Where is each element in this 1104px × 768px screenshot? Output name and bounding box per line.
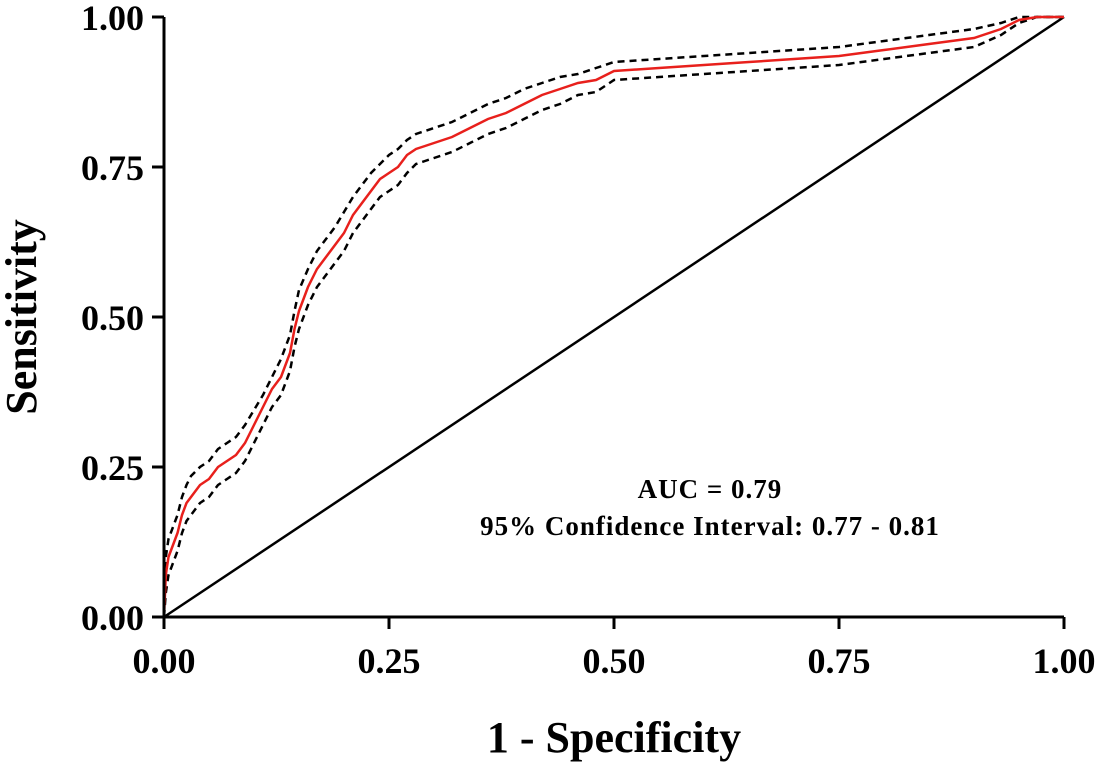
y-ticks: 0.00 0.25 0.50 0.75 1.00 xyxy=(81,0,164,638)
confidence-band-layer xyxy=(162,15,1064,618)
plot-area xyxy=(162,15,1065,619)
y-tick-label: 0.00 xyxy=(81,598,144,638)
x-tick-label: 0.25 xyxy=(358,641,421,681)
x-tick-label: 1.00 xyxy=(1033,641,1096,681)
y-axis-title: Sensitivity xyxy=(0,219,46,415)
x-ticks: 0.00 0.25 0.50 0.75 1.00 xyxy=(133,617,1096,681)
roc-curve-line xyxy=(162,15,1064,618)
axes: 0.00 0.25 0.50 0.75 1.00 0.00 0.25 0.50 0.75 1.0… xyxy=(81,0,1096,681)
y-tick-label: 1.00 xyxy=(81,0,144,38)
reference-diagonal-line xyxy=(163,15,1065,619)
x-axis-title: 1 - Specificity xyxy=(487,713,741,762)
x-tick-label: 0.50 xyxy=(583,641,646,681)
ci-annotation: 95% Confidence Interval: 0.77 - 0.81 xyxy=(480,511,940,541)
y-tick-label: 0.50 xyxy=(81,298,144,338)
reference-line-layer xyxy=(163,15,1065,619)
x-tick-label: 0.75 xyxy=(808,641,871,681)
x-tick-label: 0.00 xyxy=(133,641,196,681)
y-tick-label: 0.25 xyxy=(81,448,144,488)
y-tick-label: 0.75 xyxy=(81,148,144,188)
roc-curve-layer xyxy=(162,15,1064,618)
ci-upper-line xyxy=(162,15,1064,618)
auc-annotation: AUC = 0.79 xyxy=(638,474,783,504)
